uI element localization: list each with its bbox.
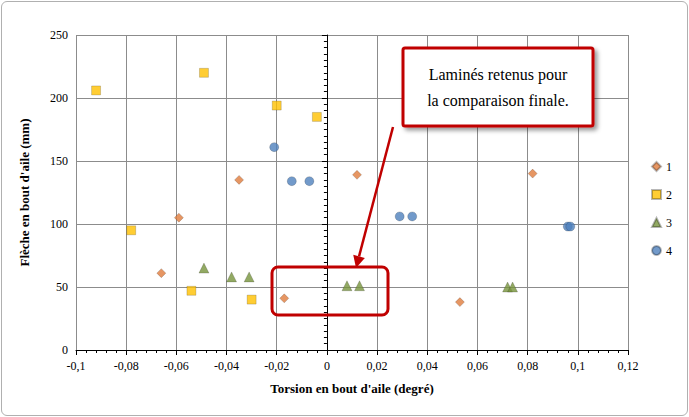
- svg-text:100: 100: [50, 217, 68, 231]
- svg-text:0,04: 0,04: [417, 359, 438, 373]
- svg-text:200: 200: [50, 91, 68, 105]
- svg-text:-0,02: -0,02: [264, 359, 289, 373]
- svg-text:0,1: 0,1: [570, 359, 585, 373]
- svg-text:0,02: 0,02: [367, 359, 388, 373]
- svg-text:la comparaison finale.: la comparaison finale.: [427, 92, 569, 110]
- svg-text:-0,08: -0,08: [114, 359, 139, 373]
- svg-text:-0,04: -0,04: [214, 359, 239, 373]
- svg-text:0: 0: [62, 343, 68, 357]
- svg-text:150: 150: [50, 154, 68, 168]
- svg-text:0: 0: [324, 359, 330, 373]
- svg-text:0,08: 0,08: [517, 359, 538, 373]
- svg-text:-0,1: -0,1: [67, 359, 86, 373]
- svg-text:50: 50: [56, 280, 68, 294]
- svg-text:4: 4: [666, 244, 672, 258]
- svg-text:0,12: 0,12: [618, 359, 639, 373]
- svg-text:1: 1: [666, 160, 672, 174]
- svg-text:0,06: 0,06: [467, 359, 488, 373]
- svg-text:2: 2: [666, 188, 672, 202]
- svg-text:-0,06: -0,06: [164, 359, 189, 373]
- svg-text:Flèche en bout d'aile (mm): Flèche en bout d'aile (mm): [17, 118, 32, 266]
- svg-text:3: 3: [666, 216, 672, 230]
- svg-text:Torsion en bout d'aile (degré): Torsion en bout d'aile (degré): [270, 381, 433, 396]
- svg-text:Laminés retenus pour: Laminés retenus pour: [429, 66, 568, 84]
- svg-text:250: 250: [50, 28, 68, 42]
